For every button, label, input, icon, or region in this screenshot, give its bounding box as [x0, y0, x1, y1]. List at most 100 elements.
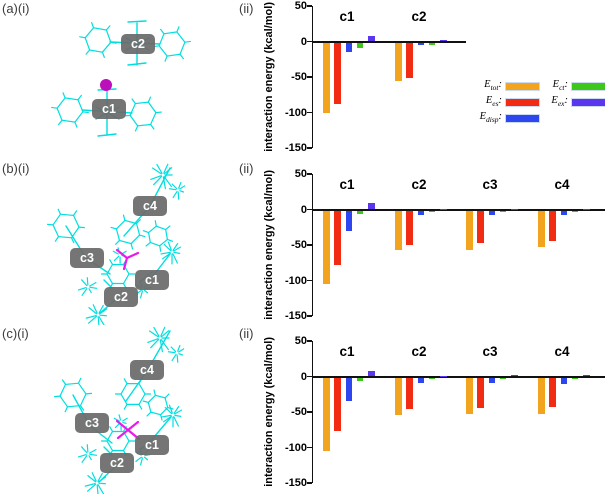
y-tick-mark: [306, 411, 312, 413]
y-tick-label: -100: [284, 106, 307, 119]
y-tick-label: -100: [284, 441, 307, 454]
y-tick-mark: [306, 147, 312, 149]
bar-E_es-c1: [334, 377, 341, 431]
molecule-tag-c1: c1: [92, 99, 126, 119]
bar-E_ex-c2: [440, 208, 447, 210]
molecule-tag-c2: c2: [121, 34, 155, 54]
y-tick-label: 50: [294, 168, 307, 180]
group-label-c3: c3: [482, 177, 498, 192]
bar-E_es-c3: [477, 377, 484, 409]
bar-E_disp-c1: [345, 377, 353, 401]
bar-E_ex-c4: [583, 375, 590, 377]
bar-chart-a: 50 0 -50 -100 -150 c1 c2: [285, 0, 466, 154]
y-tick-label: -150: [284, 310, 307, 322]
legend-label-eex: Eex:: [551, 95, 568, 109]
legend-entry-ect: Ect:: [538, 79, 605, 93]
bar-E_es-c1: [334, 210, 341, 266]
molecule-tag-c4: c4: [130, 360, 164, 380]
molecule-drawing-c: [53, 326, 185, 494]
y-tick-mark: [306, 5, 312, 7]
bar-E_ct-c4: [571, 210, 579, 212]
bar-E_es-c4: [549, 210, 556, 242]
bar-E_ct-c3: [499, 377, 507, 379]
y-tick-label: -100: [284, 274, 307, 287]
legend-entry-edisp: Edisp:: [472, 111, 539, 125]
bar-E_ex-c1: [368, 370, 375, 377]
molecule-tag-c3: c3: [70, 248, 104, 268]
panel-label-b-i: (b)(i): [2, 161, 30, 176]
bar-E_ct-c2: [428, 377, 436, 379]
bar-E_disp-c1: [345, 210, 353, 232]
y-tick-mark: [306, 279, 312, 282]
chart-legend: Etot: Ees: Edisp: Ect: Eex:: [472, 79, 605, 126]
y-tick-label: 0: [300, 203, 307, 216]
y-tick-label: -50: [291, 239, 307, 251]
row-b: (b)(i) (ii) c4 c3 c1 c2 interaction ener…: [0, 160, 605, 325]
y-tick-mark: [306, 208, 312, 211]
panel-label-c-ii: (ii): [239, 326, 254, 341]
bar-E_es-c4: [549, 377, 556, 408]
group-label-c4: c4: [554, 177, 570, 192]
legend-swatch-ect: [572, 82, 605, 90]
molecule-tag-c1: c1: [135, 435, 169, 455]
bar-E_ct-c1: [356, 377, 364, 382]
bar-E_ex-c1: [368, 35, 375, 42]
group-label-c2: c2: [411, 9, 427, 24]
y-tick-mark: [306, 40, 312, 43]
x-axis-line: [313, 41, 466, 43]
molecule-drawing-a: [51, 20, 191, 137]
group-label-c1: c1: [339, 344, 355, 359]
panel-label-b-ii: (ii): [239, 161, 254, 176]
bar-E_tot-c3: [466, 377, 473, 415]
y-tick-label: 0: [300, 35, 307, 48]
group-label-c2: c2: [411, 177, 427, 192]
bar-E_ex-c3: [511, 375, 518, 377]
legend-entry-ees: Ees:: [472, 95, 539, 109]
bar-E_ex-c2: [440, 40, 447, 42]
x-axis-line: [313, 376, 605, 378]
bar-E_tot-c2: [395, 42, 402, 81]
y-tick-mark: [306, 446, 312, 449]
group-label-c1: c1: [339, 177, 355, 192]
bar-E_ct-c4: [571, 377, 579, 379]
bar-E_tot-c4: [538, 210, 545, 247]
y-tick-mark: [306, 244, 312, 246]
bar-E_tot-c2: [395, 210, 402, 251]
y-tick-label: 50: [294, 0, 307, 12]
bar-E_tot-c3: [466, 210, 473, 250]
panel-label-a-i: (a)(i): [2, 1, 30, 16]
legend-swatch-etot: [506, 82, 539, 90]
heteroatom-sphere-icon: [100, 79, 112, 91]
molecule-tag-c2: c2: [100, 453, 134, 473]
legend-swatch-ees: [506, 98, 539, 106]
group-label-c1: c1: [339, 9, 355, 24]
bar-E_disp-c2: [417, 42, 425, 46]
bar-E_disp-c2: [417, 377, 425, 384]
bar-E_ct-c3: [499, 210, 507, 212]
y-tick-mark: [306, 76, 312, 78]
bar-E_es-c2: [406, 42, 413, 78]
y-tick-label: 50: [294, 335, 307, 347]
row-c: (c)(i) (ii) c4 c3 c1 c2 interaction ener…: [0, 325, 605, 494]
bar-E_tot-c4: [538, 377, 545, 415]
y-tick-label: -150: [284, 142, 307, 154]
bar-E_ct-c1: [356, 42, 364, 49]
group-label-c2: c2: [411, 344, 427, 359]
molecule-tag-c3: c3: [75, 413, 109, 433]
group-label-c3: c3: [482, 344, 498, 359]
bar-E_es-c3: [477, 210, 484, 244]
bar-E_ct-c2: [428, 42, 436, 45]
y-tick-mark: [306, 340, 312, 342]
bar-E_es-c2: [406, 210, 413, 245]
bar-E_ex-c2: [440, 375, 447, 377]
y-tick-mark: [306, 173, 312, 175]
group-label-c4: c4: [554, 344, 570, 359]
legend-entry-etot: Etot:: [472, 79, 539, 93]
y-tick-mark: [306, 111, 312, 114]
bar-E_disp-c1: [345, 42, 353, 53]
bar-chart-c: 50 0 -50 -100 -150 c1 c2 c3 c4: [285, 335, 605, 489]
bar-E_tot-c1: [323, 42, 330, 113]
y-tick-label: 0: [300, 370, 307, 383]
bar-E_tot-c1: [323, 210, 330, 285]
legend-swatch-eex: [572, 98, 605, 106]
